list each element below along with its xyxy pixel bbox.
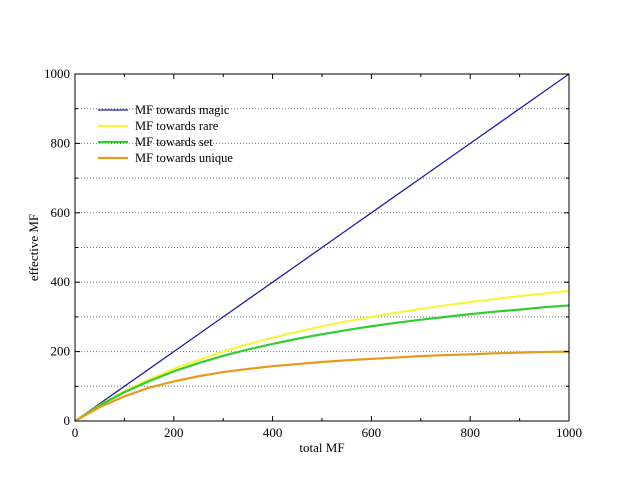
series-line-2	[74, 289, 570, 422]
grid	[75, 108, 569, 387]
series-line-4	[74, 350, 570, 422]
y-tick-label: 400	[51, 274, 71, 289]
x-tick-label: 400	[263, 425, 283, 440]
x-axis-label: total MF	[299, 440, 344, 455]
series-line-1	[74, 73, 570, 422]
y-tick-label: 800	[51, 135, 71, 150]
y-tick-label: 1000	[44, 66, 70, 81]
y-tick-label: 600	[51, 205, 71, 220]
legend-label: MF towards unique	[135, 151, 233, 165]
x-tick-label: 1000	[556, 425, 582, 440]
x-tick-label: 600	[362, 425, 382, 440]
legend-label: MF towards magic	[135, 103, 230, 117]
legend-label: MF towards set	[135, 135, 213, 149]
series-line-3	[74, 304, 570, 422]
legend: MF towards magic MF towards rare MF toward…	[98, 103, 233, 165]
x-tick-label: 800	[460, 425, 480, 440]
y-axis-label: effective MF	[26, 214, 41, 281]
legend-label: MF towards rare	[135, 119, 219, 133]
y-tick-label: 0	[64, 413, 71, 428]
ticks: 0 200 400 600 800 1000 0 200 400 600 800 1000	[44, 66, 582, 440]
series-lines	[74, 73, 570, 422]
x-tick-label: 0	[72, 425, 79, 440]
y-tick-label: 200	[51, 344, 71, 359]
x-tick-label: 200	[164, 425, 184, 440]
